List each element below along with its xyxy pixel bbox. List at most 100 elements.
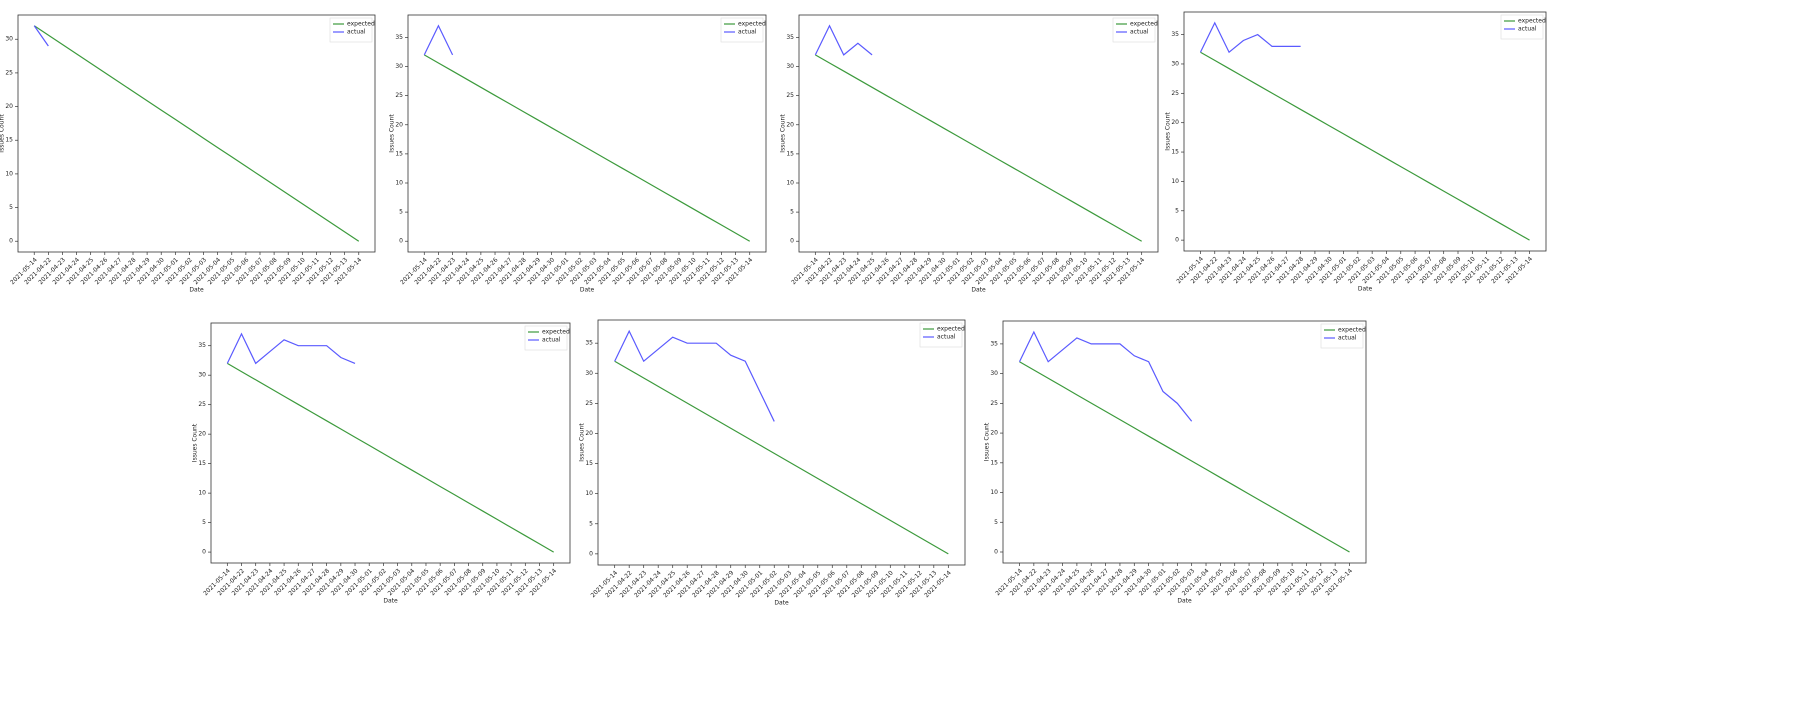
legend-label: expected <box>1130 21 1158 28</box>
line-series <box>227 362 554 553</box>
legend-box <box>329 17 373 43</box>
chart: 051015202530352021-05-142021-04-222021-0… <box>192 322 571 605</box>
y-tick-label: 35 <box>990 340 998 347</box>
y-tick-label: 30 <box>5 36 13 43</box>
legend-label: expected <box>542 329 570 336</box>
legend-label: actual <box>347 29 366 36</box>
y-axis-label: Issues Count <box>579 423 586 462</box>
y-tick-label: 35 <box>1171 31 1179 38</box>
y-tick-label: 30 <box>585 370 593 377</box>
x-axis-label: Date <box>1177 598 1192 605</box>
chart: 051015202530352021-05-142021-04-222021-0… <box>780 14 1159 294</box>
y-tick-label: 0 <box>790 238 794 245</box>
y-tick-label: 5 <box>589 520 593 527</box>
y-tick-label: 35 <box>198 342 206 349</box>
line-series <box>1019 361 1350 553</box>
legend-box <box>1112 17 1156 43</box>
y-tick-label: 0 <box>202 549 206 556</box>
line-series <box>423 54 751 242</box>
line-series <box>33 25 360 242</box>
y-tick-label: 0 <box>994 549 998 556</box>
y-tick-label: 10 <box>395 179 403 186</box>
legend-label: actual <box>1518 26 1537 33</box>
y-tick-label: 20 <box>585 430 593 437</box>
y-tick-label: 15 <box>990 459 998 466</box>
y-tick-label: 25 <box>585 400 593 407</box>
line-series <box>33 25 49 47</box>
x-axis-label: Date <box>774 600 789 607</box>
y-tick-label: 30 <box>786 63 794 70</box>
y-tick-label: 25 <box>990 400 998 407</box>
line-series <box>814 24 873 56</box>
legend-label: actual <box>937 334 956 341</box>
y-tick-label: 10 <box>198 490 206 497</box>
chart: 051015202530352021-05-142021-04-222021-0… <box>579 319 966 607</box>
line-series <box>1199 21 1301 54</box>
y-tick-label: 20 <box>990 430 998 437</box>
y-axis-label: Issues Count <box>0 114 6 153</box>
y-axis-label: Issues Count <box>1165 112 1172 151</box>
y-tick-label: 5 <box>9 204 13 211</box>
y-tick-label: 30 <box>1171 60 1179 67</box>
legend-label: expected <box>1338 327 1366 334</box>
y-tick-label: 30 <box>990 370 998 377</box>
y-tick-label: 10 <box>786 179 794 186</box>
y-tick-label: 0 <box>9 238 13 245</box>
y-axis-label: Issues Count <box>192 423 199 462</box>
legend-label: expected <box>347 21 375 28</box>
x-axis-label: Date <box>383 598 398 605</box>
legend-label: actual <box>1338 335 1357 342</box>
plot-frame <box>597 319 966 566</box>
y-tick-label: 20 <box>5 103 13 110</box>
y-tick-label: 5 <box>202 519 206 526</box>
y-axis-label: Issues Count <box>780 114 787 153</box>
chart: 0510152025302021-05-142021-04-222021-04-… <box>0 14 376 294</box>
y-tick-label: 5 <box>790 209 794 216</box>
plot-frame <box>407 14 767 253</box>
y-tick-label: 15 <box>786 150 794 157</box>
legend-label: expected <box>738 21 766 28</box>
legend-label: actual <box>542 337 561 344</box>
y-tick-label: 25 <box>5 69 13 76</box>
chart: 051015202530352021-05-142021-04-222021-0… <box>984 320 1367 605</box>
line-series <box>226 332 356 365</box>
y-tick-label: 5 <box>1175 207 1179 214</box>
legend-label: actual <box>1130 29 1149 36</box>
legend-box <box>720 17 764 43</box>
y-tick-label: 15 <box>1171 149 1179 156</box>
y-tick-label: 10 <box>5 170 13 177</box>
line-series <box>614 329 775 422</box>
y-tick-label: 0 <box>589 550 593 557</box>
y-tick-label: 35 <box>786 34 794 41</box>
line-series <box>815 54 1142 242</box>
y-tick-label: 30 <box>395 63 403 70</box>
y-tick-label: 20 <box>1171 119 1179 126</box>
chart: 051015202530352021-05-142021-04-222021-0… <box>1165 11 1547 293</box>
y-tick-label: 25 <box>198 401 206 408</box>
y-tick-label: 5 <box>399 209 403 216</box>
legend-label: expected <box>937 326 965 333</box>
y-tick-label: 15 <box>198 460 206 467</box>
y-tick-label: 15 <box>395 150 403 157</box>
legend-label: actual <box>738 29 757 36</box>
y-axis-label: Issues Count <box>984 422 991 461</box>
y-tick-label: 30 <box>198 372 206 379</box>
y-tick-label: 10 <box>1171 178 1179 185</box>
line-series <box>1018 330 1193 422</box>
y-tick-label: 20 <box>395 121 403 128</box>
line-series <box>614 360 949 555</box>
legend-box <box>919 322 963 348</box>
y-tick-label: 15 <box>585 460 593 467</box>
plot-frame <box>1183 11 1547 252</box>
y-tick-label: 25 <box>395 92 403 99</box>
y-tick-label: 15 <box>5 137 13 144</box>
y-tick-label: 0 <box>399 238 403 245</box>
legend-label: expected <box>1518 18 1546 25</box>
chart: 051015202530352021-05-142021-04-222021-0… <box>389 14 767 294</box>
y-tick-label: 20 <box>198 431 206 438</box>
y-tick-label: 10 <box>990 489 998 496</box>
y-tick-label: 20 <box>786 121 794 128</box>
y-axis-label: Issues Count <box>389 114 396 153</box>
